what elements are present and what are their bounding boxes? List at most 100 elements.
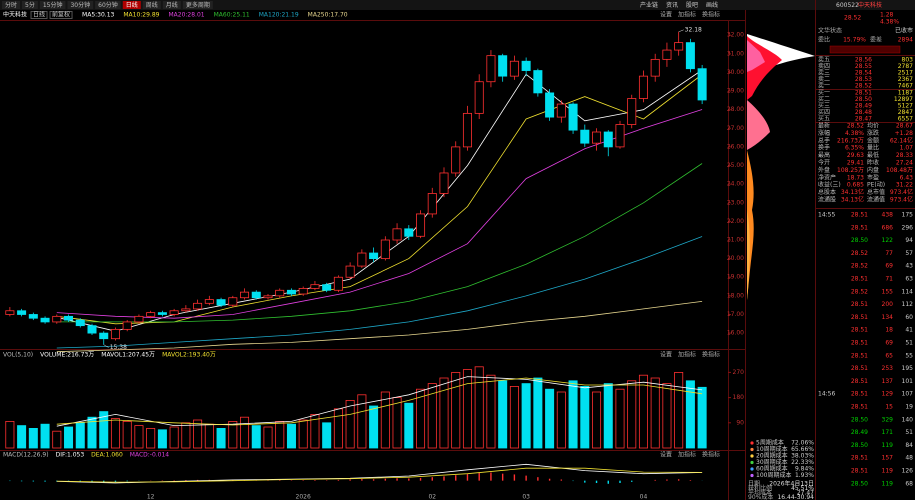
trade-volume: 119 [882,442,894,449]
candle-body [146,312,156,317]
chip-info-label: 日期 [748,480,760,488]
stat-label: 市盈 [867,173,879,181]
stat-value: 4.38% [845,130,864,137]
cost-value: 9.84% [795,466,814,473]
cost-label: 60周期成本 [756,465,788,473]
volume-bar [28,427,38,449]
volume-bar [263,426,273,449]
tab-label[interactable]: 分时 [5,1,17,9]
tab-label[interactable]: 周线 [146,1,158,9]
tab-label[interactable]: 60分钟 [98,1,118,9]
candle-body [216,299,226,306]
panel-button[interactable]: 加指标 [678,11,696,19]
panel-button[interactable]: 换指标 [702,351,720,359]
panel-button[interactable]: 加指标 [678,351,696,359]
stat-value: 27.24 [896,160,913,167]
toolbar-link[interactable]: 资讯 [666,1,678,9]
volume-bar [52,430,62,449]
tab[interactable] [142,1,161,9]
trade-count: 43 [905,263,913,270]
trade-price: 28.50 [851,237,868,244]
panel-button[interactable]: 加指标 [678,451,696,459]
ma-legend: MA10:29.89 [123,12,159,19]
volume-bar [345,399,355,449]
tab-label[interactable]: 日线 [126,1,138,9]
trade-volume: 438 [882,212,894,219]
tab[interactable] [22,1,38,9]
tab[interactable] [162,1,181,9]
stat-value: 28.33 [896,152,913,159]
book-price: 28.51 [855,90,872,97]
ratio-label: 委比 [818,36,830,44]
low-pointer [103,344,109,348]
trade-count: 60 [905,314,913,321]
tab[interactable] [39,1,66,9]
ma-line [56,69,703,332]
y-tick-label: 31.00 [727,50,744,57]
panel-button[interactable]: 换指标 [702,11,720,19]
vol-legend: VOLUME:216.73万 [40,352,94,359]
stat-value: 34.13亿 [841,196,864,204]
panel-button[interactable]: 换指标 [702,451,720,459]
trade-volume: 137 [882,378,894,385]
ma-legend: MA60:25.11 [214,12,250,19]
stat-value: 0.685 [847,182,864,189]
cost-value: 65.66% [791,446,814,453]
trade-price: 28.50 [851,416,868,423]
toolbar-link[interactable]: 产业链 [640,1,658,9]
candle-body [392,228,402,241]
period-label: 日线 [33,11,45,19]
tab[interactable] [182,1,213,9]
y-tick-label: 24.00 [727,181,744,188]
volume-bar [240,416,250,449]
volume-bar [193,419,203,449]
candle-body [556,103,566,118]
macd-line [56,467,703,483]
panel-button[interactable]: 设置 [660,11,672,19]
book-price: 28.55 [855,63,872,70]
vol-tick-label: 90 [736,419,744,426]
volume-bar [416,388,426,449]
tab-label[interactable]: 30分钟 [70,1,90,9]
trade-count: 101 [902,378,914,385]
candle-body [310,284,320,289]
tab[interactable] [122,1,141,9]
panel-button[interactable]: 设置 [660,451,672,459]
trade-count: 94 [905,237,913,244]
tab[interactable] [2,1,21,9]
chip-info-value: 45.51% [791,485,814,492]
tab-label[interactable]: 更多周期 [186,1,210,9]
tab-label[interactable]: 5分 [25,1,35,9]
trade-volume: 134 [882,314,894,321]
candle-body [345,265,355,278]
stat-label: 涨跌 [867,129,879,137]
volume-bar [498,380,508,449]
trade-price: 28.52 [851,288,868,295]
vol-ma-line [56,376,703,427]
trade-price: 28.51 [851,212,868,219]
toolbar-link[interactable]: 股吧 [686,2,698,9]
candle-body [615,124,625,148]
cost-label: 100周期成本 [756,471,791,479]
trade-count: 51 [905,429,913,436]
stock-name: 中天科技 [858,1,882,9]
trade-volume: 329 [882,416,894,423]
x-tick-label: 03 [522,494,530,500]
candle-body [509,60,519,77]
trade-volume: 77 [885,250,893,257]
vol-legend: VOL(5,10) [3,352,33,359]
trade-count: 68 [905,480,913,487]
high-label: 32.18 [685,26,702,33]
tab[interactable] [95,1,121,9]
trade-price: 28.50 [851,442,868,449]
tab-label[interactable]: 15分钟 [43,1,63,9]
tab-label[interactable]: 月线 [166,1,178,9]
y-tick-label: 19.00 [727,274,744,281]
candle-body [110,328,120,340]
panel-button[interactable]: 设置 [660,351,672,359]
y-tick-label: 28.00 [727,106,744,113]
toolbar-link[interactable]: 画线 [706,1,718,9]
tab[interactable] [67,1,94,9]
trade-price: 28.51 [851,314,868,321]
